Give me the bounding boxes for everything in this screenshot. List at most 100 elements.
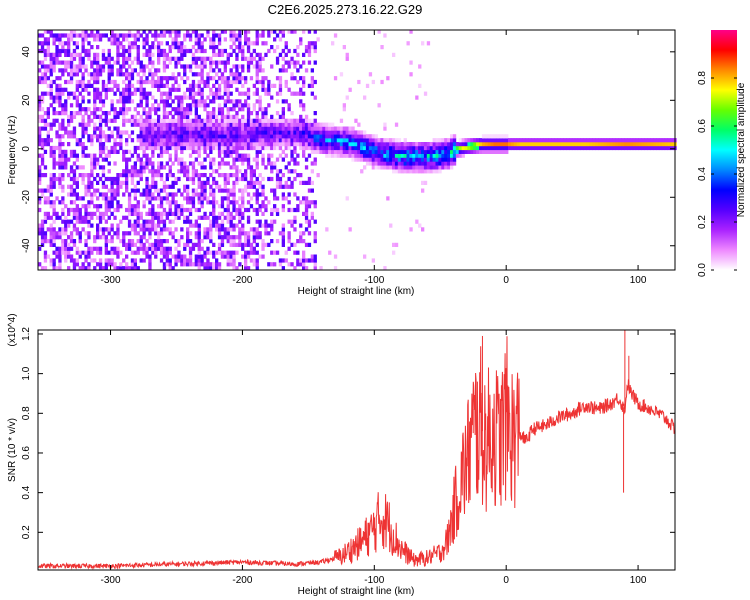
- spectrogram-cell: [252, 107, 256, 112]
- spectrogram-cell: [168, 76, 172, 81]
- spectrogram-cell: [159, 215, 164, 220]
- spectrogram-cell: [319, 134, 323, 139]
- spectrogram-cell: [142, 250, 146, 255]
- spectrogram-cell: [217, 184, 222, 189]
- spectrogram-cell: [418, 153, 422, 158]
- spectrogram-cell: [171, 254, 175, 259]
- spectrogram-cell: [81, 87, 85, 92]
- spectrogram-cell: [142, 111, 146, 116]
- spectrogram-cell: [55, 231, 59, 236]
- spectrogram-cell: [197, 134, 201, 139]
- spectrogram-cell: [136, 138, 140, 143]
- spectrogram-cell: [241, 211, 245, 216]
- spectrogram-cell: [174, 130, 178, 135]
- spectrogram-cell: [255, 200, 259, 205]
- spectrogram-cell: [148, 200, 152, 205]
- spectrogram-cell: [127, 41, 132, 46]
- spectrogram-cell: [267, 231, 271, 236]
- spectrogram-cell: [226, 196, 230, 201]
- spectrogram-cell: [377, 103, 381, 108]
- spectrogram-cell: [252, 192, 256, 197]
- spectrogram-cell: [113, 262, 117, 267]
- spectrogram-cell: [194, 173, 198, 178]
- spectrogram-cell: [110, 192, 114, 197]
- spectrogram-cell: [342, 142, 346, 147]
- spectrogram-cell: [394, 242, 399, 247]
- spectrogram-cell: [241, 107, 245, 112]
- spectrogram-cell: [38, 126, 42, 131]
- spectrogram-cell: [493, 134, 497, 139]
- spectrogram-cell: [98, 91, 103, 96]
- spectrogram-cell: [72, 200, 77, 205]
- spectrogram-cell: [142, 95, 146, 100]
- spectrogram-cell: [96, 235, 100, 240]
- spectrogram-cell: [264, 122, 268, 127]
- spectrogram-cell: [290, 207, 294, 213]
- spectrogram-cell: [281, 68, 285, 73]
- spectrogram-cell: [220, 60, 225, 65]
- spectrogram-cell: [339, 138, 344, 143]
- spectrogram-cell: [299, 235, 303, 240]
- spectrogram-cell: [586, 145, 590, 151]
- spectrogram-cell: [252, 235, 256, 240]
- spectrogram-cell: [61, 91, 65, 96]
- spectrogram-cell: [325, 126, 329, 131]
- spectrogram-cell: [624, 145, 628, 151]
- spectrogram-cell: [96, 52, 100, 57]
- spectrogram-cell: [307, 176, 312, 182]
- spectrogram-cell: [127, 157, 132, 162]
- spectrogram-cell: [374, 145, 378, 151]
- spectrogram-cell: [93, 204, 97, 209]
- spectrogram-cell: [151, 60, 155, 65]
- spectrogram-cell: [255, 145, 259, 151]
- spectrogram-cell: [264, 114, 268, 119]
- spectrogram-cell: [339, 153, 344, 158]
- spectrogram-cell: [246, 231, 251, 236]
- spectrogram-cell: [238, 126, 242, 131]
- spectrogram-cell: [244, 56, 248, 61]
- spectrogram-cell: [81, 176, 85, 182]
- spectrogram-cell: [84, 130, 88, 135]
- spectrogram-cell: [104, 60, 108, 65]
- spectrogram-cell: [229, 258, 233, 263]
- spectrogram-cell: [273, 192, 277, 197]
- spectrogram-cell: [186, 258, 190, 263]
- spectrogram-cell: [310, 161, 314, 166]
- spectrogram-cell: [183, 126, 187, 131]
- spectrogram-cell: [194, 258, 198, 263]
- spectrogram-cell: [197, 246, 201, 251]
- spectrogram-cell: [186, 169, 190, 174]
- spectrogram-cell: [278, 76, 283, 81]
- spectrogram-cell: [345, 130, 349, 135]
- spectrogram-cell: [142, 64, 146, 69]
- spectrogram-cell: [151, 41, 155, 46]
- spectrogram-cell: [180, 130, 184, 135]
- spectrogram-cell: [67, 250, 71, 255]
- spectrogram-cell: [580, 138, 584, 143]
- spectrogram-cell: [432, 157, 436, 162]
- spectrogram-cell: [635, 142, 639, 147]
- spectrogram-cell: [394, 157, 399, 162]
- spectrogram-cell: [197, 48, 201, 54]
- spectrogram-cell: [232, 37, 236, 42]
- spectrogram-cell: [180, 161, 184, 166]
- spectrogram-cell: [96, 173, 100, 178]
- spectrogram-cell: [122, 64, 126, 69]
- spectrogram-cell: [246, 192, 251, 197]
- spectrogram-cell: [104, 56, 108, 61]
- spectrogram-y-tick-label: 0: [21, 146, 32, 152]
- spectrogram-cell: [200, 180, 204, 185]
- spectrogram-cell: [435, 142, 439, 147]
- spectrogram-cell: [61, 107, 65, 112]
- spectrogram-cell: [220, 219, 225, 224]
- spectrogram-cell: [212, 215, 216, 220]
- spectrogram-cell: [261, 161, 265, 166]
- spectrogram-cell: [130, 223, 135, 228]
- spectrogram-cell: [287, 231, 291, 236]
- spectrogram-cell: [319, 149, 323, 154]
- spectrogram-cell: [191, 130, 196, 135]
- spectrogram-cell: [46, 142, 50, 147]
- spectrogram-cell: [96, 107, 100, 112]
- spectrogram-cell: [162, 149, 167, 154]
- spectrogram-cell: [386, 196, 390, 201]
